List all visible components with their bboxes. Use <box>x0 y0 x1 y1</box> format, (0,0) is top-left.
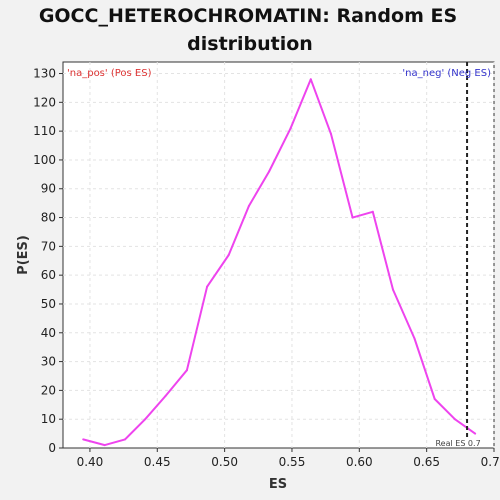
x-tick-label: 0.65 <box>413 455 440 469</box>
y-tick-label: 70 <box>41 239 56 253</box>
chart-title-line-2: distribution <box>187 33 313 55</box>
x-tick-label: 0.40 <box>77 455 104 469</box>
data-point <box>185 369 188 372</box>
plot-area <box>62 61 495 449</box>
y-tick-label: 90 <box>41 182 56 196</box>
y-tick-label: 0 <box>48 441 56 455</box>
x-tick-label: 0.55 <box>279 455 306 469</box>
data-point <box>433 398 436 401</box>
data-point <box>413 337 416 340</box>
y-tick-label: 30 <box>41 355 56 369</box>
data-point <box>103 444 106 447</box>
chart-title-line-1: GOCC_HETEROCHROMATIN: Random ES <box>39 5 457 27</box>
x-axis-label: ES <box>269 477 287 492</box>
data-point <box>474 432 477 435</box>
corner-label-neg: 'na_neg' (Neg ES) <box>402 68 491 79</box>
y-tick-label: 120 <box>33 95 56 109</box>
y-tick-label: 20 <box>41 383 56 397</box>
y-tick-label: 60 <box>41 268 56 282</box>
real-es-marker-label: Real ES 0.7 <box>435 439 480 448</box>
corner-label-pos: 'na_pos' (Pos ES) <box>67 68 152 79</box>
data-point <box>268 170 271 173</box>
y-axis-label: P(ES) <box>16 235 31 275</box>
y-tick-label: 130 <box>33 67 56 81</box>
y-tick-label: 40 <box>41 326 56 340</box>
series-line <box>82 78 476 447</box>
data-point <box>330 133 333 136</box>
data-point <box>391 288 394 291</box>
grid <box>63 62 495 448</box>
y-tick-label: 80 <box>41 211 56 225</box>
data-point <box>289 127 292 130</box>
x-tick-label: 0.45 <box>144 455 171 469</box>
x-tick-label: 0.50 <box>211 455 238 469</box>
x-tick-label: 0.60 <box>346 455 373 469</box>
data-point <box>227 254 230 256</box>
y-tick-label: 100 <box>33 153 56 167</box>
data-point <box>453 418 456 421</box>
data-point <box>309 78 312 81</box>
data-point <box>371 210 374 213</box>
data-point <box>164 395 167 398</box>
data-point <box>82 438 85 441</box>
data-point <box>206 285 209 288</box>
y-tick-label: 10 <box>41 412 56 426</box>
data-point <box>123 438 126 441</box>
y-tick-label: 50 <box>41 297 56 311</box>
x-tick-label: 0.70 <box>481 455 500 469</box>
data-point <box>144 418 147 421</box>
data-point <box>247 205 250 208</box>
series <box>82 78 477 447</box>
data-point <box>351 216 354 219</box>
axes: 0 10 20 30 40 50 60 70 80 90 100 110 120 130 0.40 0.45 0… <box>33 67 500 469</box>
y-tick-label: 110 <box>33 124 56 138</box>
annotations: Real ES 0.7 <box>435 62 481 448</box>
